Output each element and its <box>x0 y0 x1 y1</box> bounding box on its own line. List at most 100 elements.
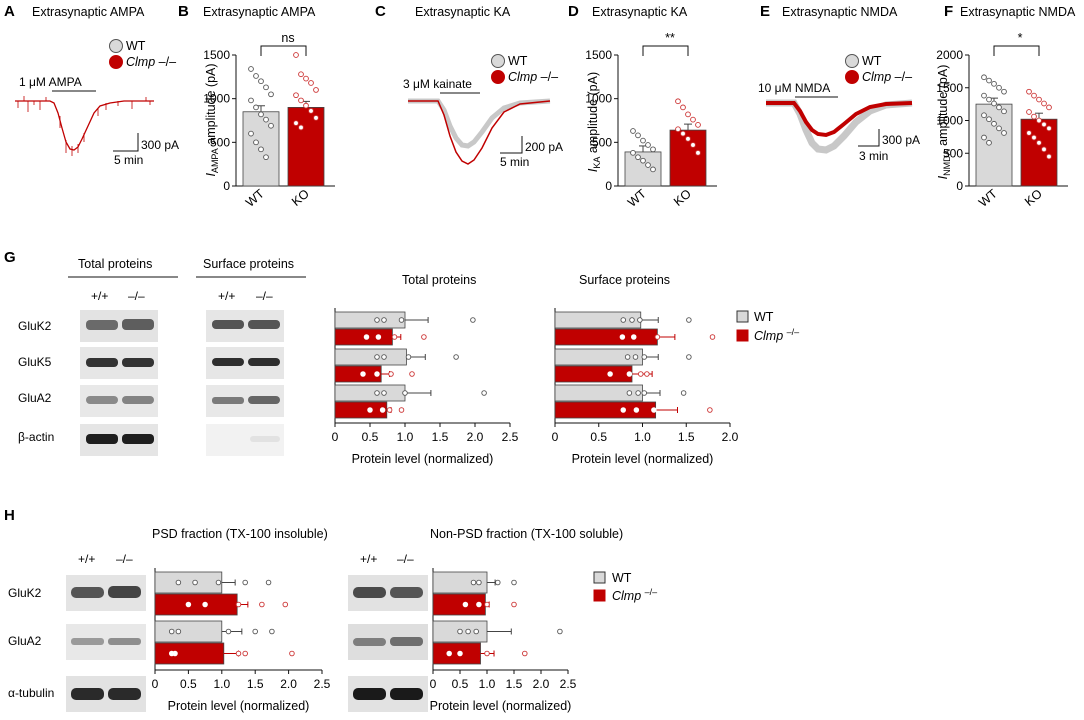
data-point <box>1036 139 1042 146</box>
blot-strip <box>80 424 158 456</box>
genotype-wt: +/+ <box>218 289 235 303</box>
data-point <box>630 149 636 156</box>
x-tick-label: WT <box>976 186 1000 209</box>
x-tick-label: KO <box>289 186 312 209</box>
data-point <box>293 120 299 126</box>
drug-label: 1 μM AMPA <box>19 75 82 89</box>
scale-x-label: 5 min <box>114 153 143 167</box>
x-tick-label: 0 <box>152 677 159 691</box>
data-point <box>391 334 398 340</box>
data-point <box>1031 134 1037 141</box>
data-point <box>462 601 469 608</box>
data-point <box>409 371 415 377</box>
chart-title: Total proteins <box>402 273 476 287</box>
scale-y-label: 300 pA <box>882 133 920 147</box>
data-point <box>635 154 641 161</box>
data-point <box>991 120 997 127</box>
data-point <box>398 317 405 323</box>
panel-b-ylabel: IAMPA amplitude (pA) <box>204 63 220 176</box>
y-tick-label: 0 <box>605 179 612 193</box>
data-point <box>263 154 269 161</box>
data-point <box>168 650 175 657</box>
data-point <box>242 579 248 586</box>
bar-chart-b: 0 500 1000 1500 WT KO <box>203 45 335 210</box>
bar-ko <box>154 593 238 616</box>
data-point <box>476 601 482 608</box>
data-point <box>1046 153 1052 160</box>
panel-f-title: Extrasynaptic NMDA <box>960 5 1076 19</box>
data-point <box>557 628 563 635</box>
data-point <box>1036 96 1042 103</box>
data-point <box>268 91 274 98</box>
panel-letter-h: H <box>4 507 15 524</box>
data-point <box>258 111 264 118</box>
data-point <box>986 96 992 103</box>
genotype-ko: –/– <box>116 552 133 566</box>
legend-a: WT Clmp –/– <box>109 39 176 69</box>
blot-strip <box>66 575 146 611</box>
data-point <box>248 130 254 137</box>
data-point <box>298 71 304 78</box>
legend-h: WT Clmp –/– <box>593 571 657 603</box>
blot-strip <box>206 310 284 342</box>
scale-x-label: 3 min <box>859 149 888 163</box>
data-point <box>313 115 319 121</box>
panel-titles: Extrasynaptic AMPA Extrasynaptic AMPA Ex… <box>32 5 1076 19</box>
panel-f-significance: * <box>1018 31 1023 45</box>
x-tick-label: KO <box>671 186 694 209</box>
data-point <box>405 354 412 360</box>
x-tick-label: 0.5 <box>362 430 379 444</box>
data-point <box>185 601 192 608</box>
data-point <box>374 317 380 323</box>
data-point <box>991 80 997 87</box>
drug-label: 10 μM NMDA <box>758 81 830 95</box>
data-point <box>996 104 1002 111</box>
blot-row-label: α-tubulin <box>8 686 54 700</box>
data-point <box>607 371 613 377</box>
data-point <box>258 146 264 153</box>
data-point <box>313 87 319 93</box>
data-point <box>645 142 651 148</box>
legend-wt-label: WT <box>612 571 632 585</box>
bar-chart-d: 0 500 1000 1500 WT KO <box>585 45 717 210</box>
legend-ko-marker <box>736 329 749 342</box>
y-tick-label: 1500 <box>936 81 963 95</box>
legend-g: WT Clmp –/– <box>736 310 799 343</box>
data-point <box>626 371 633 377</box>
data-point <box>981 92 987 99</box>
panel-c-traces: 3 μM kainate 200 pA 5 min WT Clmp –/– <box>403 54 563 169</box>
data-point <box>298 124 304 131</box>
data-point <box>303 75 309 82</box>
data-point <box>374 390 380 396</box>
y-tick-label: 1000 <box>936 114 963 128</box>
y-tick-label: 500 <box>210 135 230 149</box>
legend-ko-label: Clmp –/– <box>754 327 799 343</box>
data-point <box>242 650 248 657</box>
data-point <box>457 628 463 635</box>
bar-ko <box>554 365 633 383</box>
x-tick-label: 1.5 <box>678 430 695 444</box>
data-point <box>258 78 264 85</box>
x-tick-label: WT <box>243 186 267 209</box>
hbar-chart-g-surface: Surface proteins 0 0.5 1.0 1.5 2.0 Protein lev… <box>552 273 739 466</box>
y-tick-label: 500 <box>592 135 612 149</box>
panel-g-blots: Total proteins Surface proteins +/+ –/– … <box>18 257 306 456</box>
blot-strip <box>66 624 146 660</box>
data-point <box>1001 108 1007 115</box>
x-tick-label: 2.0 <box>467 430 484 444</box>
panel-letter-f: F <box>944 3 953 20</box>
blot-strip <box>206 385 284 417</box>
panel-letters: A B C D E F G H <box>4 3 953 524</box>
data-point <box>252 628 258 635</box>
data-point <box>624 354 631 360</box>
data-point <box>495 579 501 586</box>
blot-total-title: Total proteins <box>78 257 152 271</box>
data-point <box>633 407 640 413</box>
data-point <box>1046 104 1052 111</box>
panel-letter-b: B <box>178 3 189 20</box>
legend-ko-marker <box>845 70 859 84</box>
legend-ko-label: Clmp –/– <box>508 70 558 84</box>
scale-x-label: 5 min <box>500 155 529 169</box>
data-point <box>638 371 644 377</box>
blot-strip <box>348 575 428 611</box>
